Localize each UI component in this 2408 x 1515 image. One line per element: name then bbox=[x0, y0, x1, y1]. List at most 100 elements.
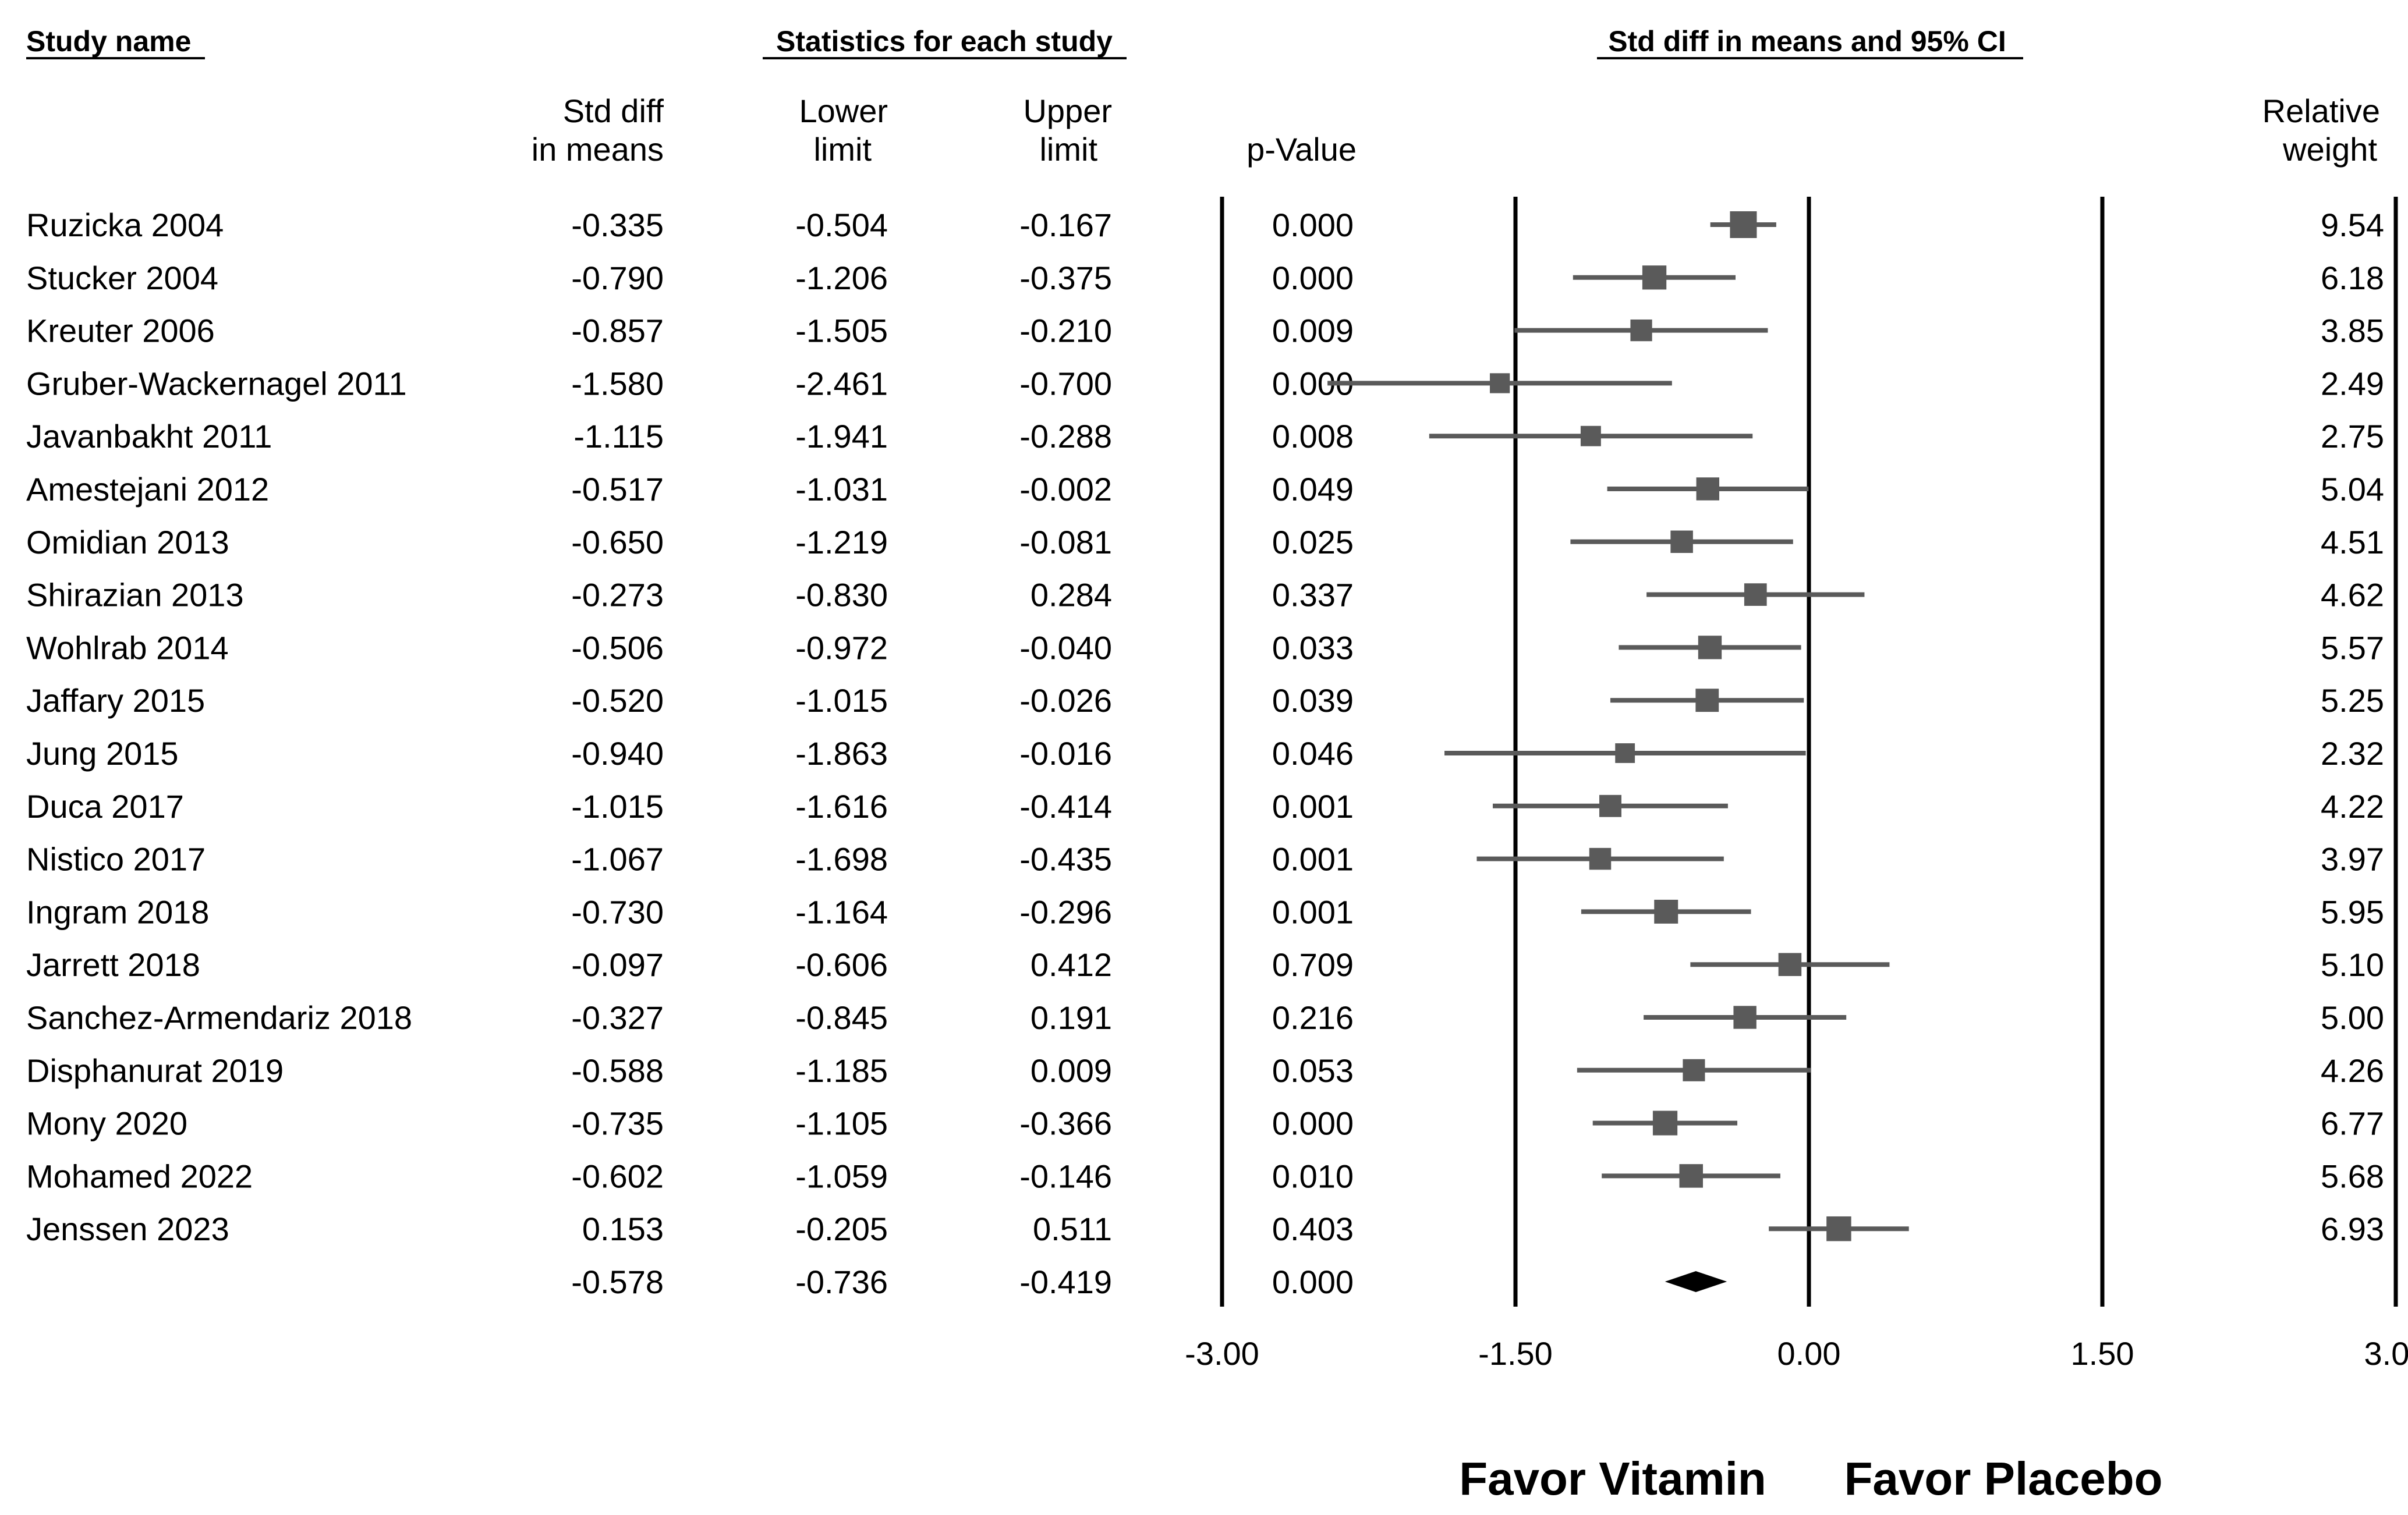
study-name: Mohamed 2022 bbox=[26, 1158, 253, 1194]
point-estimate-marker bbox=[1744, 583, 1767, 606]
p-value: 0.033 bbox=[1272, 629, 1354, 666]
study-name: Stucker 2004 bbox=[26, 260, 218, 296]
point-estimate-marker bbox=[1730, 211, 1757, 238]
relative-weight-value: 5.25 bbox=[2321, 682, 2384, 719]
subheader-pvalue: p-Value bbox=[1247, 131, 1357, 168]
p-value: 0.008 bbox=[1272, 418, 1354, 455]
lower-limit-value: -1.059 bbox=[795, 1158, 888, 1194]
p-value: 0.000 bbox=[1272, 260, 1354, 296]
point-estimate-marker bbox=[1778, 953, 1802, 976]
favor-left-label: Favor Vitamin bbox=[1459, 1453, 1766, 1505]
point-estimate-marker bbox=[1670, 530, 1693, 554]
smd-value: -0.730 bbox=[571, 893, 664, 930]
header-statistics: Statistics for each study bbox=[776, 25, 1113, 58]
upper-limit-value: 0.284 bbox=[1031, 577, 1112, 613]
point-estimate-marker bbox=[1580, 425, 1601, 446]
relative-weight-value: 9.54 bbox=[2321, 207, 2384, 243]
upper-limit-value: 0.412 bbox=[1031, 946, 1112, 983]
relative-weight-value: 5.00 bbox=[2321, 999, 2384, 1036]
favor-right-label: Favor Placebo bbox=[1844, 1453, 2163, 1505]
relative-weight-value: 3.97 bbox=[2321, 841, 2384, 878]
study-name: Shirazian 2013 bbox=[26, 577, 244, 613]
smd-value: -0.940 bbox=[571, 735, 664, 772]
p-value: 0.039 bbox=[1272, 682, 1354, 719]
smd-value: -0.735 bbox=[571, 1105, 664, 1142]
study-name: Nistico 2017 bbox=[26, 841, 206, 878]
summary-p-value: 0.000 bbox=[1272, 1264, 1354, 1300]
study-name: Ingram 2018 bbox=[26, 893, 209, 930]
upper-limit-value: -0.002 bbox=[1019, 471, 1112, 508]
smd-value: -1.067 bbox=[571, 841, 664, 878]
smd-value: -0.650 bbox=[571, 524, 664, 560]
upper-limit-value: -0.016 bbox=[1019, 735, 1112, 772]
upper-limit-value: -0.375 bbox=[1019, 260, 1112, 296]
p-value: 0.001 bbox=[1272, 788, 1354, 825]
smd-value: -1.580 bbox=[571, 365, 664, 402]
p-value: 0.010 bbox=[1272, 1158, 1354, 1194]
smd-value: -0.857 bbox=[571, 313, 664, 349]
upper-limit-value: -0.167 bbox=[1019, 207, 1112, 243]
smd-value: -1.115 bbox=[573, 418, 664, 455]
summary-upper-value: -0.419 bbox=[1019, 1264, 1112, 1300]
point-estimate-marker bbox=[1679, 1164, 1703, 1188]
subheader-lower-1: Lower bbox=[799, 93, 888, 129]
subheader-lower-2: limit bbox=[813, 131, 872, 168]
point-estimate-marker bbox=[1696, 477, 1720, 501]
upper-limit-value: -0.700 bbox=[1019, 365, 1112, 402]
point-estimate-marker bbox=[1615, 743, 1635, 763]
x-tick-label: 3.00 bbox=[2364, 1335, 2408, 1372]
lower-limit-value: -0.205 bbox=[795, 1211, 888, 1247]
study-name: Jenssen 2023 bbox=[26, 1211, 229, 1247]
relative-weight-value: 4.22 bbox=[2321, 788, 2384, 825]
lower-limit-value: -0.972 bbox=[795, 629, 888, 666]
x-tick-label: -1.50 bbox=[1478, 1335, 1553, 1372]
x-tick-label: 0.00 bbox=[1777, 1335, 1841, 1372]
study-name: Jarrett 2018 bbox=[26, 946, 200, 983]
study-name: Ruzicka 2004 bbox=[26, 207, 224, 243]
p-value: 0.049 bbox=[1272, 471, 1354, 508]
study-name: Jaffary 2015 bbox=[26, 682, 205, 719]
upper-limit-value: -0.414 bbox=[1019, 788, 1112, 825]
header-plot: Std diff in means and 95% CI bbox=[1608, 25, 2006, 58]
p-value: 0.046 bbox=[1272, 735, 1354, 772]
study-name: Javanbakht 2011 bbox=[26, 418, 272, 455]
subheader-std-diff-2: in means bbox=[532, 131, 664, 168]
point-estimate-marker bbox=[1652, 1110, 1678, 1136]
lower-limit-value: -0.606 bbox=[795, 946, 888, 983]
lower-limit-value: -1.698 bbox=[795, 841, 888, 878]
upper-limit-value: -0.210 bbox=[1019, 313, 1112, 349]
smd-value: -0.588 bbox=[571, 1052, 664, 1089]
lower-limit-value: -1.206 bbox=[795, 260, 888, 296]
p-value: 0.337 bbox=[1272, 577, 1354, 613]
p-value: 0.053 bbox=[1272, 1052, 1354, 1089]
p-value: 0.000 bbox=[1272, 1105, 1354, 1142]
upper-limit-value: 0.511 bbox=[1033, 1211, 1112, 1247]
study-name: Gruber-Wackernagel 2011 bbox=[26, 365, 407, 402]
smd-value: -0.327 bbox=[571, 999, 664, 1036]
relative-weight-value: 2.49 bbox=[2321, 365, 2384, 402]
relative-weight-value: 4.51 bbox=[2321, 524, 2384, 560]
smd-value: -0.520 bbox=[571, 682, 664, 719]
study-rows: Ruzicka 2004 -0.335 -0.504 -0.167 0.000 9.54 S… bbox=[26, 207, 2384, 1300]
lower-limit-value: -1.105 bbox=[795, 1105, 888, 1142]
p-value: 0.001 bbox=[1272, 893, 1354, 930]
summary-smd-value: -0.578 bbox=[571, 1264, 664, 1300]
lower-limit-value: -1.015 bbox=[795, 682, 888, 719]
smd-value: -1.015 bbox=[571, 788, 664, 825]
lower-limit-value: -1.863 bbox=[795, 735, 888, 772]
lower-limit-value: -1.164 bbox=[795, 893, 888, 930]
lower-limit-value: -1.219 bbox=[795, 524, 888, 560]
lower-limit-value: -1.505 bbox=[795, 313, 888, 349]
lower-limit-value: -0.830 bbox=[795, 577, 888, 613]
plot-area: -3.00 -1.50 0.00 1.50 3.00 bbox=[1185, 197, 2408, 1372]
p-value: 0.216 bbox=[1272, 999, 1354, 1036]
relative-weight-value: 6.18 bbox=[2321, 260, 2384, 296]
study-name: Duca 2017 bbox=[26, 788, 184, 825]
point-estimate-marker bbox=[1642, 265, 1667, 290]
relative-weight-value: 5.04 bbox=[2321, 471, 2384, 508]
upper-limit-value: -0.366 bbox=[1019, 1105, 1112, 1142]
smd-value: -0.517 bbox=[571, 471, 664, 508]
x-tick-label: -3.00 bbox=[1185, 1335, 1259, 1372]
relative-weight-value: 3.85 bbox=[2321, 313, 2384, 349]
